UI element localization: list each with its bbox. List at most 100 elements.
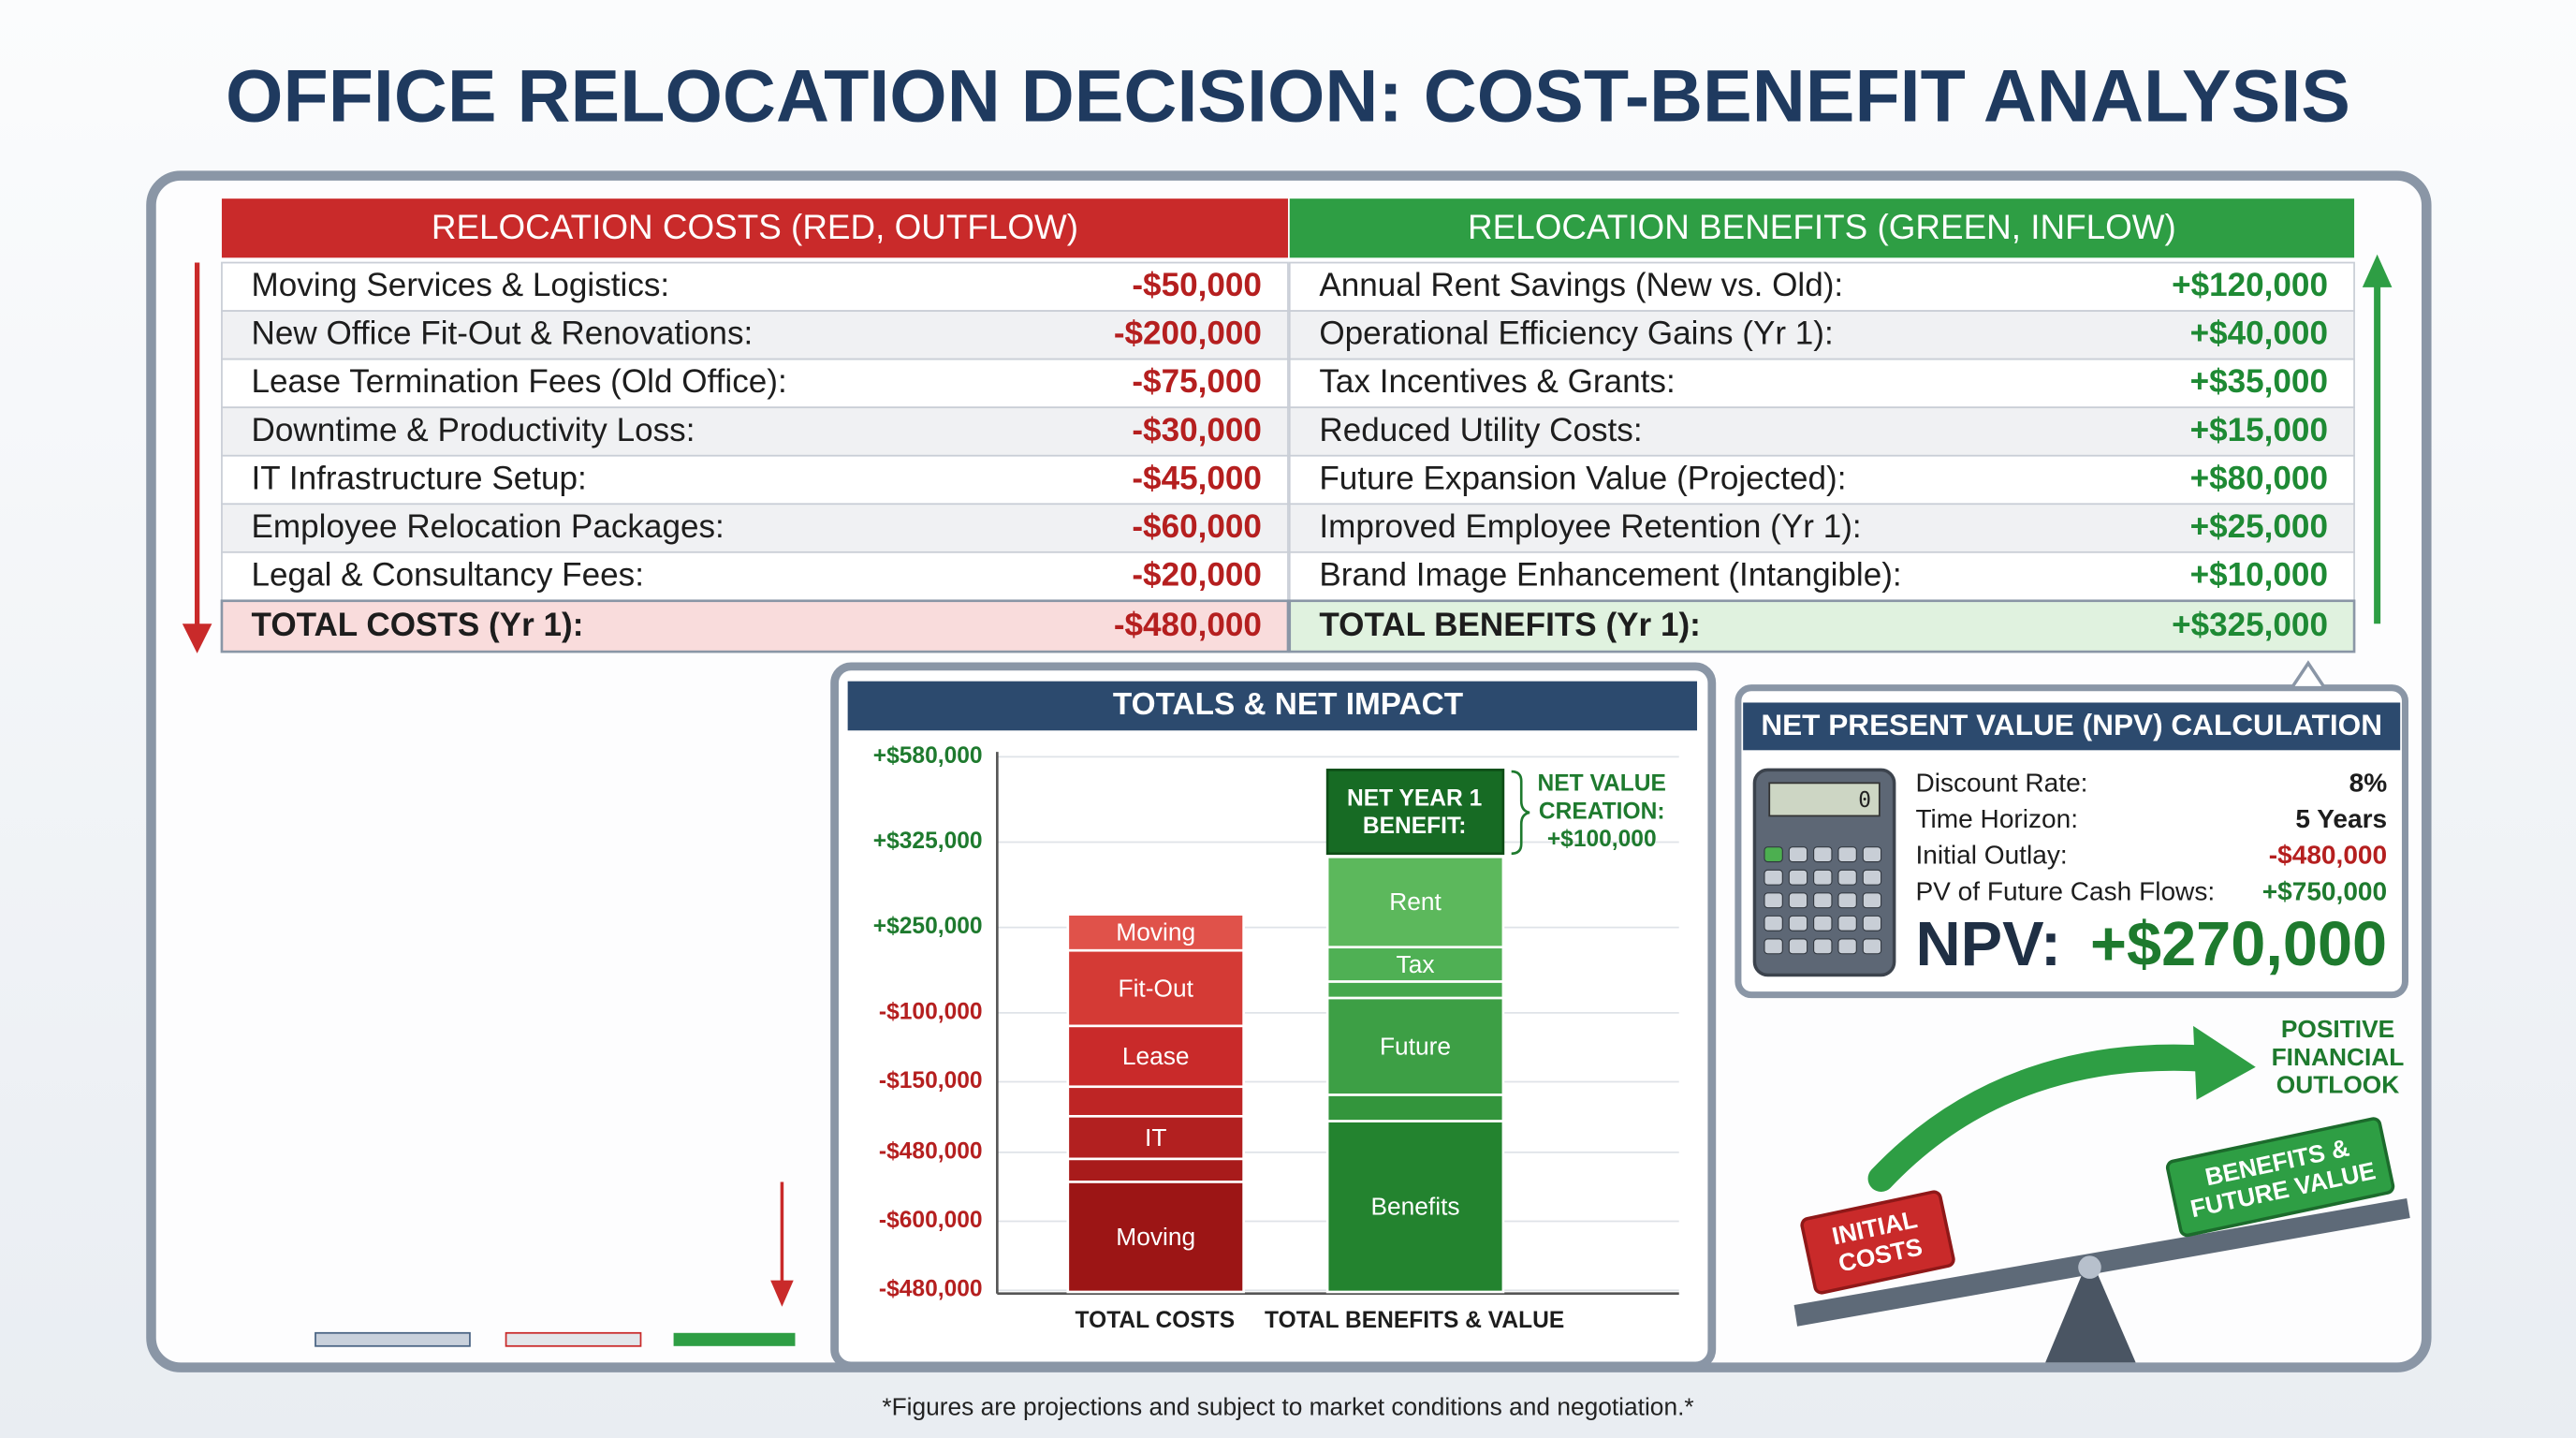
row-value: +$15,000: [2190, 412, 2328, 448]
segment-label: Benefits: [1370, 1192, 1459, 1220]
bar-segment: [1325, 1093, 1505, 1123]
row-value: +$10,000: [2190, 556, 2328, 593]
net-box-label: NET YEAR 1: [1347, 785, 1482, 811]
calculator-key: [1813, 846, 1833, 863]
calculator-key: [1862, 869, 1882, 886]
y-axis-label: -$480,000: [879, 1277, 983, 1302]
npv-label: NPV:: [1915, 910, 2061, 979]
npv-rows: Discount Rate: 8% Time Horizon: 5 Years Init…: [1915, 769, 2387, 906]
segment-label: Tax: [1397, 950, 1435, 978]
bar-segment: [1066, 948, 1245, 1028]
calculator-key: [1788, 892, 1808, 909]
benefits-block: BENEFITS & FUTURE VALUE: [2165, 1117, 2395, 1238]
row-label: Brand Image Enhancement (Intangible):: [1319, 556, 1901, 593]
table-row: [1288, 454, 2355, 506]
bar-segment: [1066, 1157, 1245, 1183]
row-value: +$35,000: [2190, 363, 2328, 400]
calculator: 0: [1752, 768, 1896, 977]
npv-row-value: +$750,000: [2262, 876, 2387, 905]
y-axis-label: +$580,000: [873, 743, 983, 769]
row-value: +$80,000: [2190, 460, 2328, 496]
bar-segment: [1325, 946, 1505, 983]
row-value: -$200,000: [1114, 315, 1262, 352]
bar-segment: [1066, 1181, 1245, 1294]
net-brace: [1511, 770, 1530, 856]
chart-title-bar: [847, 681, 1698, 731]
calculator-key: [1764, 938, 1783, 955]
y-axis-label: +$325,000: [873, 829, 983, 854]
calculator-key: [1813, 915, 1833, 932]
npv-row-label: Time Horizon:: [1915, 804, 2078, 833]
npv-row-value: 8%: [2349, 769, 2388, 798]
row-value: +$25,000: [2190, 508, 2328, 545]
calculator-key: [1788, 846, 1808, 863]
table-row: [1288, 406, 2355, 457]
total-label: TOTAL BENEFITS (Yr 1):: [1319, 607, 1701, 643]
outlook-text: POSITIVE: [2281, 1015, 2394, 1043]
calculator-key: [1837, 938, 1857, 955]
npv-row-label: Discount Rate:: [1915, 769, 2087, 798]
row-value: -$45,000: [1132, 460, 1262, 496]
total-value: -$480,000: [1114, 607, 1262, 643]
tables: RELOCATION COSTS (RED, OUTFLOW) Moving Se…: [220, 198, 2356, 653]
bar-segment: [1325, 996, 1505, 1096]
row-value: +$120,000: [2172, 267, 2328, 303]
calculator-key: [1764, 915, 1783, 932]
outlook-arrowhead: [2193, 1025, 2256, 1100]
npv-pointer: [2289, 660, 2328, 690]
row-label: Future Expansion Value (Projected):: [1319, 460, 1846, 496]
table-header-text: RELOCATION BENEFITS (GREEN, INFLOW): [1468, 208, 2176, 246]
bar-segment: [1066, 1085, 1245, 1118]
block: [1800, 1190, 1955, 1295]
table-row: [221, 261, 1289, 312]
total-value: +$325,000: [2172, 607, 2328, 643]
calculator-key: [1813, 869, 1833, 886]
row-label: IT Infrastructure Setup:: [252, 460, 587, 496]
calculator-key: [1837, 846, 1857, 863]
calculator-key: [1764, 892, 1783, 909]
y-axis-label: -$150,000: [879, 1068, 983, 1093]
calculator-key: [1788, 869, 1808, 886]
row-label: Legal & Consultancy Fees:: [252, 556, 644, 593]
row-value: -$50,000: [1132, 267, 1262, 303]
segment-label: Lease: [1122, 1042, 1190, 1070]
table-row: [221, 358, 1289, 409]
y-axis-label: +$250,000: [873, 914, 983, 939]
row-value: -$30,000: [1132, 412, 1262, 448]
net-note: +$100,000: [1547, 827, 1657, 852]
net-note: CREATION:: [1539, 799, 1665, 824]
npv-row-label: Initial Outlay:: [1915, 841, 2067, 870]
calculator-display: 0: [1858, 788, 1871, 813]
row-label: Employee Relocation Packages:: [252, 508, 724, 545]
table-header-text: RELOCATION COSTS (RED, OUTFLOW): [432, 208, 1078, 246]
table-header: [1289, 198, 2355, 258]
calculator-key: [1788, 938, 1808, 955]
bar-segment: [1066, 1115, 1245, 1161]
row-label: Downtime & Productivity Loss:: [252, 412, 695, 448]
segment-label: Fit-Out: [1119, 974, 1194, 1002]
outlook-text: OUTLOOK: [2276, 1071, 2400, 1099]
y-axis-label: -$600,000: [879, 1208, 983, 1233]
table-row: [1288, 503, 2355, 553]
bar-segment: [1325, 1120, 1505, 1294]
net-box-label: BENEFIT:: [1363, 814, 1467, 839]
row-label: Lease Termination Fees (Old Office):: [252, 363, 787, 400]
inflow-arrowhead: [2362, 254, 2393, 287]
row-value: -$60,000: [1132, 508, 1262, 545]
row-label: New Office Fit-Out & Renovations:: [252, 315, 754, 352]
npv-row-label: PV of Future Cash Flows:: [1915, 876, 2215, 905]
table-row: [1288, 550, 2355, 602]
table-row: [1288, 358, 2355, 409]
calculator-key: [1862, 892, 1882, 909]
table-header: [221, 198, 1289, 258]
segment-label: IT: [1145, 1123, 1166, 1152]
x-axis-label: TOTAL BENEFITS & VALUE: [1265, 1308, 1564, 1333]
row-label: Annual Rent Savings (New vs. Old):: [1319, 267, 1843, 303]
table-row: [1288, 310, 2355, 360]
segment-label: Moving: [1116, 918, 1195, 946]
table-row: [221, 310, 1289, 360]
net-box: [1325, 769, 1505, 856]
calculator-key: [1764, 869, 1783, 886]
